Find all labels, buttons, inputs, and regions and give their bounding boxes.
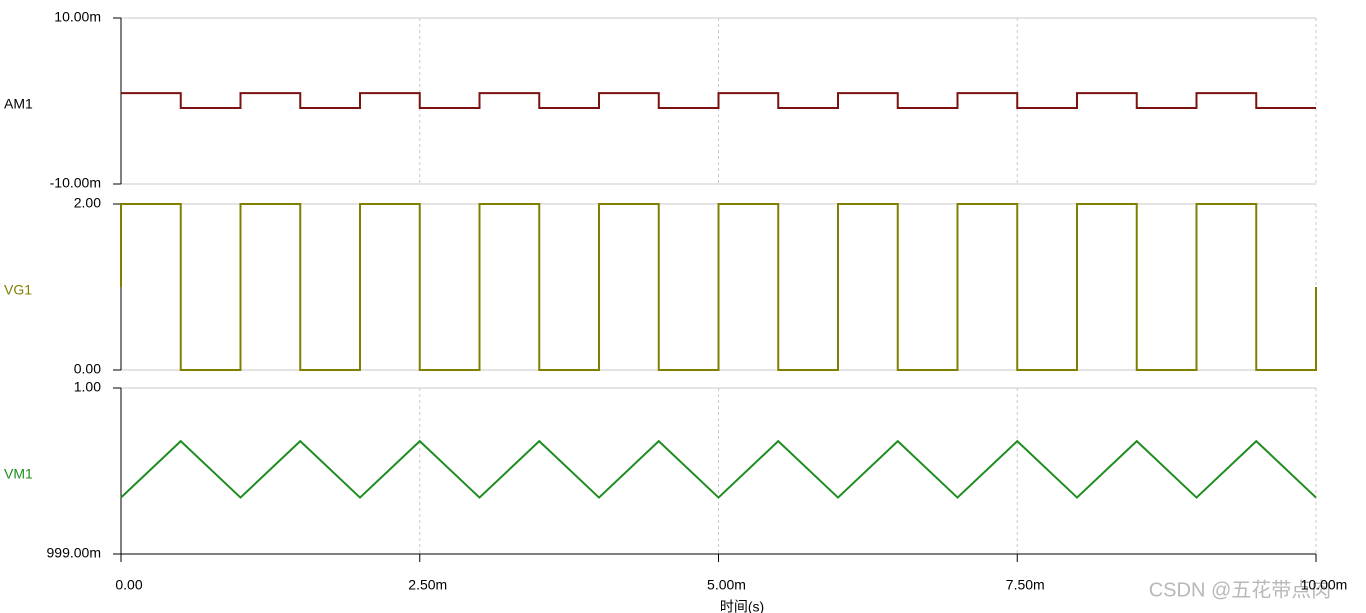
x-tick-label: 7.50m [1006,577,1045,593]
y-tick-label: 2.00 [74,195,101,211]
y-tick-label: 999.00m [47,545,101,561]
waveform [121,92,1316,110]
y-tick-label: 1.00 [74,379,101,395]
x-tick-label: 2.50m [408,577,447,593]
y-tick-label: -10.00m [50,175,101,191]
waveform [120,439,1317,499]
y-tick-label: 0.00 [74,361,101,377]
x-tick-label: 0.00 [115,577,142,593]
x-axis-label: 时间(s) [720,599,764,613]
waveform [120,203,1317,371]
y-tick-label: 10.00m [54,9,101,25]
y-axis-label: VG1 [4,282,32,298]
y-axis-label: VM1 [4,466,33,482]
y-axis-label: AM1 [4,96,33,112]
x-tick-label: 5.00m [707,577,746,593]
watermark: CSDN @五花带点肉 [1149,578,1332,601]
x-tick-label: 10.00m [1301,577,1348,593]
